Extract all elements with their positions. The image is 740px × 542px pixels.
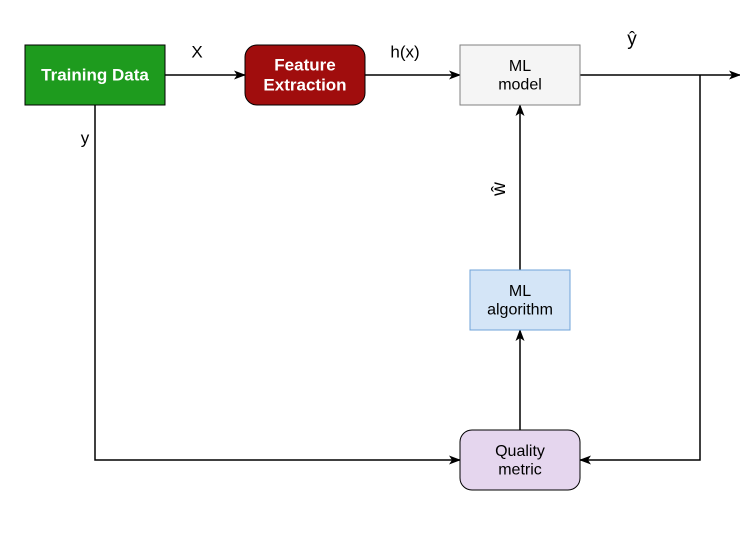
edge-what-label: ŵ: [489, 182, 510, 197]
node-feature_extraction-label: Extraction: [263, 75, 346, 94]
node-quality_metric-label: Quality: [495, 443, 545, 460]
edge-y: [95, 105, 460, 460]
edge-y-label: y: [81, 128, 90, 147]
edge-hx-label: h(x): [390, 42, 419, 61]
node-feature_extraction: FeatureExtraction: [245, 45, 365, 105]
node-ml_model-label: model: [498, 76, 542, 93]
node-quality_metric-label: metric: [498, 461, 542, 478]
edge-yhat-label: ŷ: [627, 29, 637, 50]
node-feature_extraction-label: Feature: [274, 56, 335, 75]
node-training_data: Training Data: [25, 45, 165, 105]
node-ml_algorithm-label: algorithm: [487, 301, 553, 318]
edge-yhat_to_quality: [580, 75, 700, 460]
edge-x-label: X: [191, 42, 202, 61]
node-ml_model-label: ML: [509, 58, 531, 75]
node-training_data-label: Training Data: [41, 65, 149, 84]
node-ml_algorithm: MLalgorithm: [470, 270, 570, 330]
node-ml_model: MLmodel: [460, 45, 580, 105]
node-quality_metric: Qualitymetric: [460, 430, 580, 490]
node-ml_algorithm-label: ML: [509, 283, 531, 300]
